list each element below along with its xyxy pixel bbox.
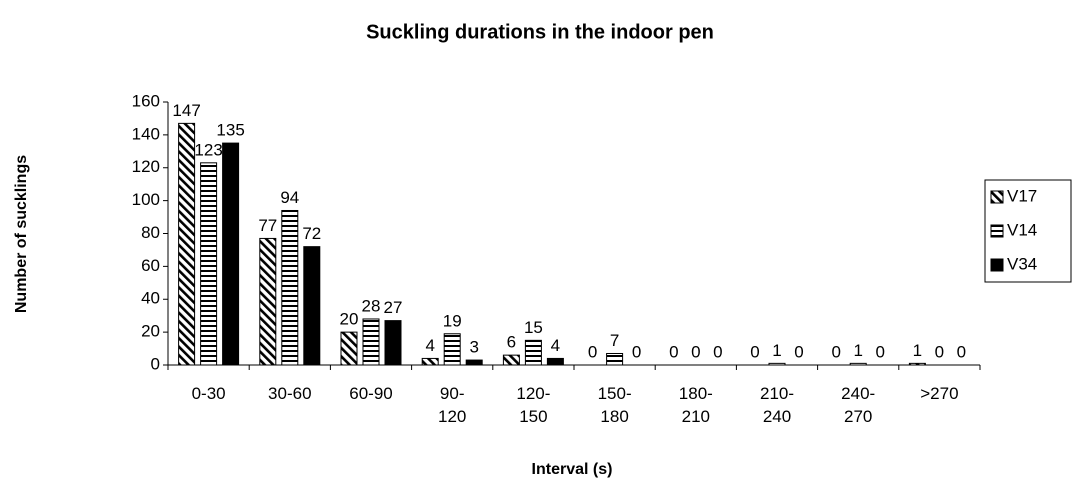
bar	[384, 320, 402, 366]
chart-title: Suckling durations in the indoor pen	[366, 21, 714, 43]
bar	[340, 331, 358, 366]
data-label: 4	[551, 336, 560, 355]
bar	[200, 162, 218, 366]
data-label: 0	[750, 342, 759, 361]
data-label: 1	[913, 341, 922, 360]
y-tick-label: 160	[132, 91, 160, 110]
legend-swatch	[990, 258, 1004, 272]
bar	[362, 318, 380, 366]
legend-swatch	[990, 224, 1004, 238]
data-label: 28	[362, 296, 381, 315]
data-label: 77	[258, 216, 277, 235]
data-label: 4	[425, 336, 434, 355]
x-tick-label: 240-270	[841, 384, 875, 426]
bar	[259, 237, 277, 366]
bar	[849, 362, 867, 366]
data-label: 15	[524, 318, 543, 337]
bar	[178, 122, 196, 366]
legend-label: V14	[1007, 220, 1037, 239]
bar	[606, 352, 624, 366]
bar	[421, 357, 439, 366]
data-label: 6	[507, 333, 516, 352]
y-tick-label: 80	[141, 223, 160, 242]
data-label: 123	[194, 140, 222, 159]
x-tick-label: >270	[920, 384, 958, 403]
y-tick-label: 20	[141, 322, 160, 341]
data-label: 0	[831, 342, 840, 361]
bar	[908, 362, 926, 366]
y-tick-label: 140	[132, 124, 160, 143]
x-tick-label: 150-180	[598, 384, 632, 426]
x-tick-label: 0-30	[192, 384, 226, 403]
data-label: 0	[794, 342, 803, 361]
data-label: 0	[713, 342, 722, 361]
bar	[443, 333, 461, 366]
data-label: 147	[172, 101, 200, 120]
x-tick-label: 90-120	[438, 384, 466, 426]
data-label: 19	[443, 311, 462, 330]
data-label: 0	[588, 342, 597, 361]
x-tick-label: 30-60	[268, 384, 311, 403]
bar	[546, 357, 564, 366]
data-label: 135	[216, 121, 244, 140]
data-label: 7	[610, 331, 619, 350]
y-tick-label: 40	[141, 289, 160, 308]
y-tick-label: 100	[132, 190, 160, 209]
legend-label: V34	[1007, 254, 1037, 273]
data-label: 94	[280, 188, 299, 207]
data-label: 72	[302, 224, 321, 243]
x-tick-label: 180-210	[679, 384, 713, 426]
bar	[768, 362, 786, 366]
bar	[502, 354, 520, 366]
data-label: 27	[384, 298, 403, 317]
y-axis-title: Number of sucklings	[13, 155, 30, 313]
legend-swatch	[990, 190, 1004, 204]
x-axis-title: Interval (s)	[532, 461, 613, 478]
bar	[524, 339, 542, 366]
x-tick-label: 120-150	[516, 384, 550, 426]
y-tick-label: 0	[151, 354, 160, 373]
x-tick-label: 210-240	[760, 384, 794, 426]
x-tick-label: 60-90	[349, 384, 392, 403]
data-label: 0	[691, 342, 700, 361]
data-label: 1	[772, 341, 781, 360]
bar	[465, 359, 483, 366]
bar	[303, 246, 321, 366]
bar	[281, 209, 299, 366]
data-label: 0	[669, 342, 678, 361]
data-label: 3	[469, 338, 478, 357]
bar	[222, 142, 240, 366]
data-label: 0	[875, 342, 884, 361]
data-label: 0	[632, 342, 641, 361]
y-tick-label: 120	[132, 157, 160, 176]
y-tick-label: 60	[141, 256, 160, 275]
data-label: 1	[853, 341, 862, 360]
legend-label: V17	[1007, 186, 1037, 205]
data-label: 20	[340, 310, 359, 329]
data-label: 0	[935, 342, 944, 361]
data-label: 0	[957, 342, 966, 361]
